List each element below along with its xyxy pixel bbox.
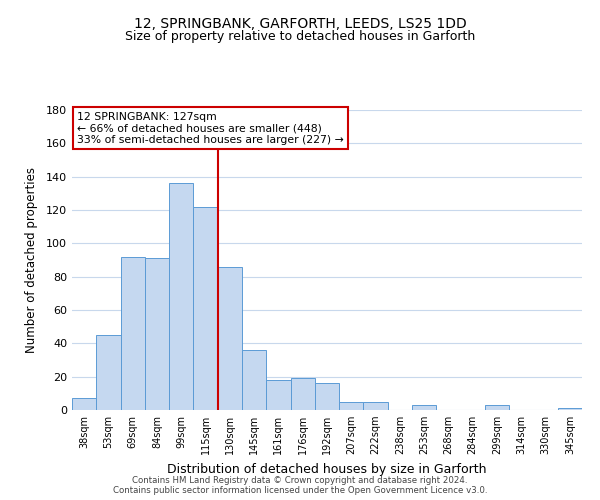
Text: Contains HM Land Registry data © Crown copyright and database right 2024.: Contains HM Land Registry data © Crown c…	[132, 476, 468, 485]
Bar	[339, 402, 364, 410]
Bar	[315, 384, 339, 410]
Bar	[145, 258, 169, 410]
Bar	[96, 335, 121, 410]
Bar	[412, 405, 436, 410]
Bar	[169, 184, 193, 410]
Bar	[242, 350, 266, 410]
Y-axis label: Number of detached properties: Number of detached properties	[25, 167, 38, 353]
Bar	[218, 266, 242, 410]
Bar	[72, 398, 96, 410]
Text: Contains public sector information licensed under the Open Government Licence v3: Contains public sector information licen…	[113, 486, 487, 495]
Bar	[364, 402, 388, 410]
Bar	[558, 408, 582, 410]
Bar	[121, 256, 145, 410]
Bar	[485, 405, 509, 410]
Text: 12 SPRINGBANK: 127sqm
← 66% of detached houses are smaller (448)
33% of semi-det: 12 SPRINGBANK: 127sqm ← 66% of detached …	[77, 112, 344, 144]
Bar	[266, 380, 290, 410]
Bar	[290, 378, 315, 410]
Text: Size of property relative to detached houses in Garforth: Size of property relative to detached ho…	[125, 30, 475, 43]
X-axis label: Distribution of detached houses by size in Garforth: Distribution of detached houses by size …	[167, 462, 487, 475]
Bar	[193, 206, 218, 410]
Text: 12, SPRINGBANK, GARFORTH, LEEDS, LS25 1DD: 12, SPRINGBANK, GARFORTH, LEEDS, LS25 1D…	[134, 18, 466, 32]
